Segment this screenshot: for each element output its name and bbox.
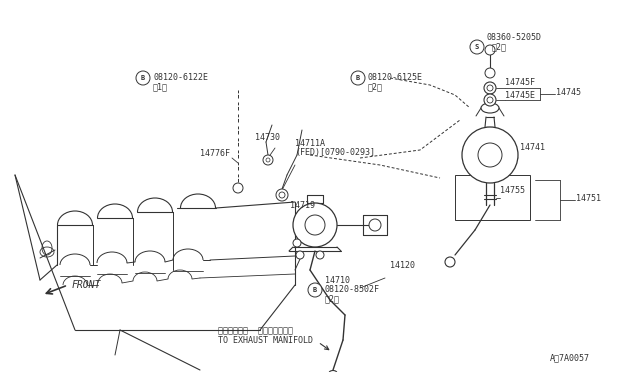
Text: エキゾースト  マニホールドへ: エキゾースト マニホールドへ <box>218 326 293 335</box>
Circle shape <box>351 71 365 85</box>
Circle shape <box>308 283 322 297</box>
Text: 08360-5205D: 08360-5205D <box>487 33 542 42</box>
Text: 14719: 14719 <box>290 201 315 210</box>
Text: （1）: （1） <box>153 82 168 91</box>
Circle shape <box>445 257 455 267</box>
Circle shape <box>462 127 518 183</box>
Text: 14120: 14120 <box>390 261 415 270</box>
Text: (FED)[0790-0293]: (FED)[0790-0293] <box>295 148 375 157</box>
Text: 14710: 14710 <box>325 276 350 285</box>
Text: 14741: 14741 <box>520 143 545 152</box>
Circle shape <box>484 82 496 94</box>
Circle shape <box>485 45 495 55</box>
Circle shape <box>293 239 301 247</box>
Text: B: B <box>356 75 360 81</box>
Circle shape <box>369 219 381 231</box>
Circle shape <box>136 71 150 85</box>
Circle shape <box>484 94 496 106</box>
Text: 14745: 14745 <box>556 88 581 97</box>
Text: TO EXHAUST MANIFOLD: TO EXHAUST MANIFOLD <box>218 336 313 345</box>
Text: 14745F: 14745F <box>505 78 535 87</box>
Circle shape <box>305 215 325 235</box>
Circle shape <box>487 97 493 103</box>
Text: S: S <box>475 44 479 50</box>
Circle shape <box>487 85 493 91</box>
Text: A・7A0057: A・7A0057 <box>550 353 590 362</box>
Circle shape <box>478 143 502 167</box>
Text: 14755: 14755 <box>500 186 525 195</box>
Text: （2）: （2） <box>492 42 507 51</box>
Text: B: B <box>141 75 145 81</box>
Circle shape <box>485 68 495 78</box>
Bar <box>455 175 530 220</box>
Text: （2）: （2） <box>325 294 340 303</box>
Circle shape <box>293 203 337 247</box>
Text: 14730: 14730 <box>255 133 280 142</box>
Text: 14776F: 14776F <box>200 149 230 158</box>
Circle shape <box>316 251 324 259</box>
Circle shape <box>279 192 285 198</box>
Circle shape <box>276 189 288 201</box>
Text: （2）: （2） <box>368 82 383 91</box>
Text: 08120-6122E: 08120-6122E <box>153 73 208 82</box>
Text: 08120-8502F: 08120-8502F <box>325 285 380 294</box>
Circle shape <box>263 155 273 165</box>
Text: 08120-6125E: 08120-6125E <box>368 73 423 82</box>
Text: 14745E: 14745E <box>505 91 535 100</box>
Text: 14751: 14751 <box>576 194 601 203</box>
Text: B: B <box>313 287 317 293</box>
Circle shape <box>266 158 270 162</box>
Text: FRONT: FRONT <box>72 280 101 290</box>
Text: 14711A: 14711A <box>295 139 325 148</box>
Circle shape <box>296 251 304 259</box>
Circle shape <box>470 40 484 54</box>
Circle shape <box>233 183 243 193</box>
